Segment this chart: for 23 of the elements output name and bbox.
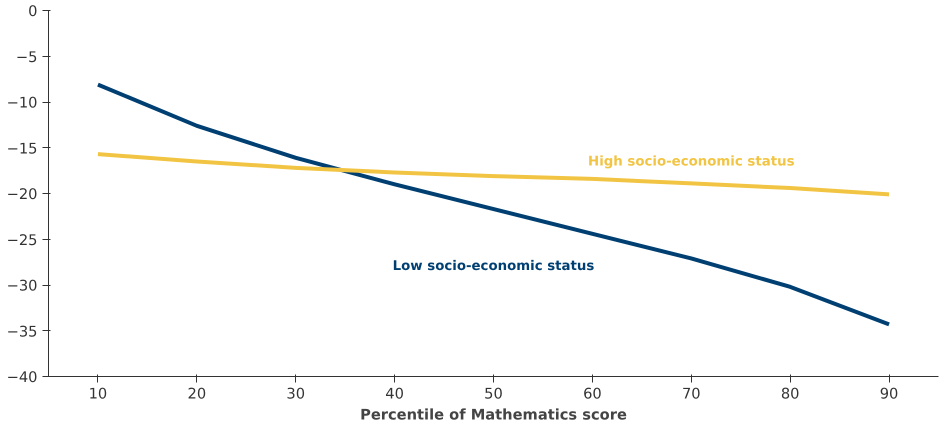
y-tick-label: −10 bbox=[6, 94, 38, 112]
y-tick-label: −40 bbox=[6, 369, 38, 386]
x-tick-label: 70 bbox=[682, 386, 701, 402]
x-tick-label: 10 bbox=[88, 386, 108, 402]
x-axis-title: Percentile of Mathematics score bbox=[360, 406, 627, 424]
y-tick-label: −5 bbox=[16, 48, 38, 66]
x-tick-label: 20 bbox=[188, 386, 206, 402]
x-tick-label: 30 bbox=[286, 386, 306, 402]
line-series bbox=[96, 152, 892, 196]
x-tick-label: 40 bbox=[385, 386, 404, 402]
y-tick-label: 0 bbox=[28, 3, 38, 20]
series-label: High socio-economic status bbox=[588, 154, 795, 170]
y-tick-label: −35 bbox=[6, 323, 38, 340]
series-label: Low socio-economic status bbox=[392, 259, 594, 274]
line-series bbox=[96, 82, 892, 326]
x-tick-label: 80 bbox=[780, 386, 800, 402]
y-tick-label: −30 bbox=[6, 278, 38, 294]
x-tick-label: 50 bbox=[484, 386, 503, 402]
x-tick-label: 60 bbox=[583, 386, 602, 402]
y-tick-label: −25 bbox=[6, 232, 38, 249]
y-tick-label: −20 bbox=[6, 186, 38, 203]
y-tick-label: −15 bbox=[6, 140, 38, 158]
x-tick-label: 90 bbox=[880, 386, 898, 402]
